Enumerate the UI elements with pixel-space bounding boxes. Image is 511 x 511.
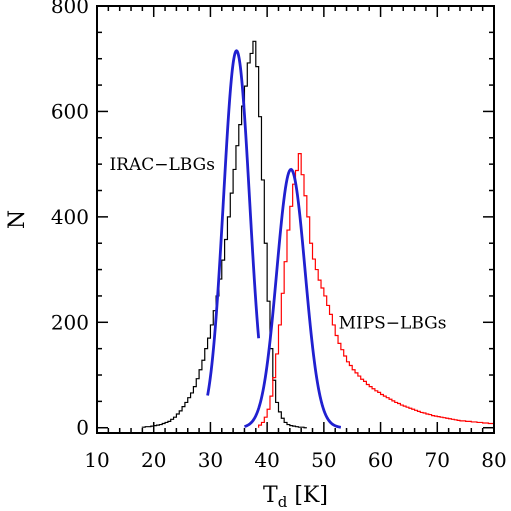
x-tick-label: 70 (425, 448, 450, 472)
plot-content (141, 40, 494, 429)
y-tick-label: 600 (51, 99, 89, 123)
irac_fit-curve (206, 49, 261, 396)
x-tick-label: 50 (311, 448, 336, 472)
x-axis-label-unit: [K] (287, 483, 328, 508)
x-tick-label: 40 (254, 448, 279, 472)
axis-ticks (96, 5, 495, 433)
x-axis-label: Td [K] (263, 483, 328, 511)
y-tick-label: 200 (51, 310, 89, 334)
y-tick-label: 0 (76, 416, 89, 440)
irac-histogram (141, 40, 307, 429)
x-tick-label: 80 (481, 448, 506, 472)
plot-frame (96, 5, 495, 434)
y-tick-label: 400 (51, 205, 89, 229)
irac-lbgs-annotation: IRAC−LBGs (109, 155, 214, 175)
x-tick-label: 10 (84, 448, 109, 472)
y-axis-label: N (5, 210, 30, 229)
mips_fit-curve (244, 167, 342, 429)
mips-histogram (258, 153, 494, 428)
x-axis-label-main: T (263, 483, 278, 508)
mips-lbgs-annotation: MIPS−LBGs (339, 313, 447, 333)
x-tick-label: 60 (368, 448, 393, 472)
x-axis-label-subscript: d (278, 493, 288, 511)
x-tick-label: 20 (141, 448, 166, 472)
y-tick-label: 800 (51, 0, 89, 18)
x-tick-label: 30 (198, 448, 223, 472)
